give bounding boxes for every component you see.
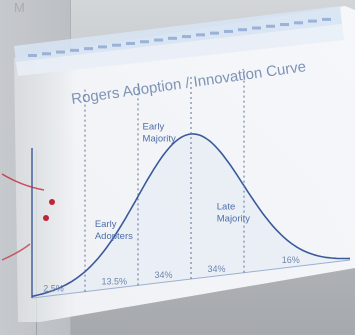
segment-name-label: Majority xyxy=(217,214,251,225)
red-dot xyxy=(49,199,55,205)
segment-percent-label: 16% xyxy=(282,255,300,265)
red-dot xyxy=(43,215,49,221)
segment-percent-label: 2.5% xyxy=(43,283,64,293)
toolbar-icon xyxy=(196,33,205,37)
browser-address-bar xyxy=(16,24,344,76)
toolbar-icon xyxy=(28,54,37,57)
toolbar-icon xyxy=(112,43,121,47)
toolbar-icon xyxy=(84,47,93,51)
segment-percent-label: 34% xyxy=(155,270,173,280)
toolbar-icon xyxy=(294,21,303,25)
red-pen-marks xyxy=(1,173,55,261)
wall-mark: M xyxy=(14,0,25,15)
toolbar-icon xyxy=(210,31,219,35)
toolbar-icon xyxy=(140,40,149,44)
toolbar-icon xyxy=(56,50,65,54)
toolbar-icon xyxy=(280,23,289,27)
slide-surface xyxy=(14,6,355,322)
segment-name-label: Late xyxy=(217,202,236,213)
toolbar-icon xyxy=(308,19,317,23)
segment-name-label: Early xyxy=(143,122,165,133)
toolbar-icon xyxy=(98,45,107,49)
toolbar-icon xyxy=(252,26,261,30)
curve-fill xyxy=(32,133,350,298)
browser-toolbar-icons xyxy=(28,17,331,57)
segment-name-label: Early xyxy=(95,219,117,230)
toolbar-icon xyxy=(266,24,275,28)
toolbar-icon xyxy=(182,35,191,39)
toolbar-icon xyxy=(70,48,79,52)
toolbar-icon xyxy=(154,38,163,42)
segment-name-label: Adopters xyxy=(95,231,133,242)
toolbar-icon xyxy=(168,36,177,40)
toolbar-icon xyxy=(42,52,51,56)
red-annotation-line xyxy=(1,173,45,191)
toolbar-icon xyxy=(224,29,233,33)
segment-percent-label: 13.5% xyxy=(102,277,128,287)
segment-name-label: Majority xyxy=(143,134,177,145)
toolbar-icon xyxy=(238,28,247,32)
toolbar-icon xyxy=(126,41,135,45)
red-annotation-line xyxy=(1,243,31,261)
chart-area: 2.5%13.5%EarlyAdopters34%EarlyMajority34… xyxy=(31,67,351,299)
segment-percent-label: 34% xyxy=(208,264,226,274)
toolbar-icon xyxy=(322,17,331,21)
browser-tab-bar xyxy=(14,6,342,62)
